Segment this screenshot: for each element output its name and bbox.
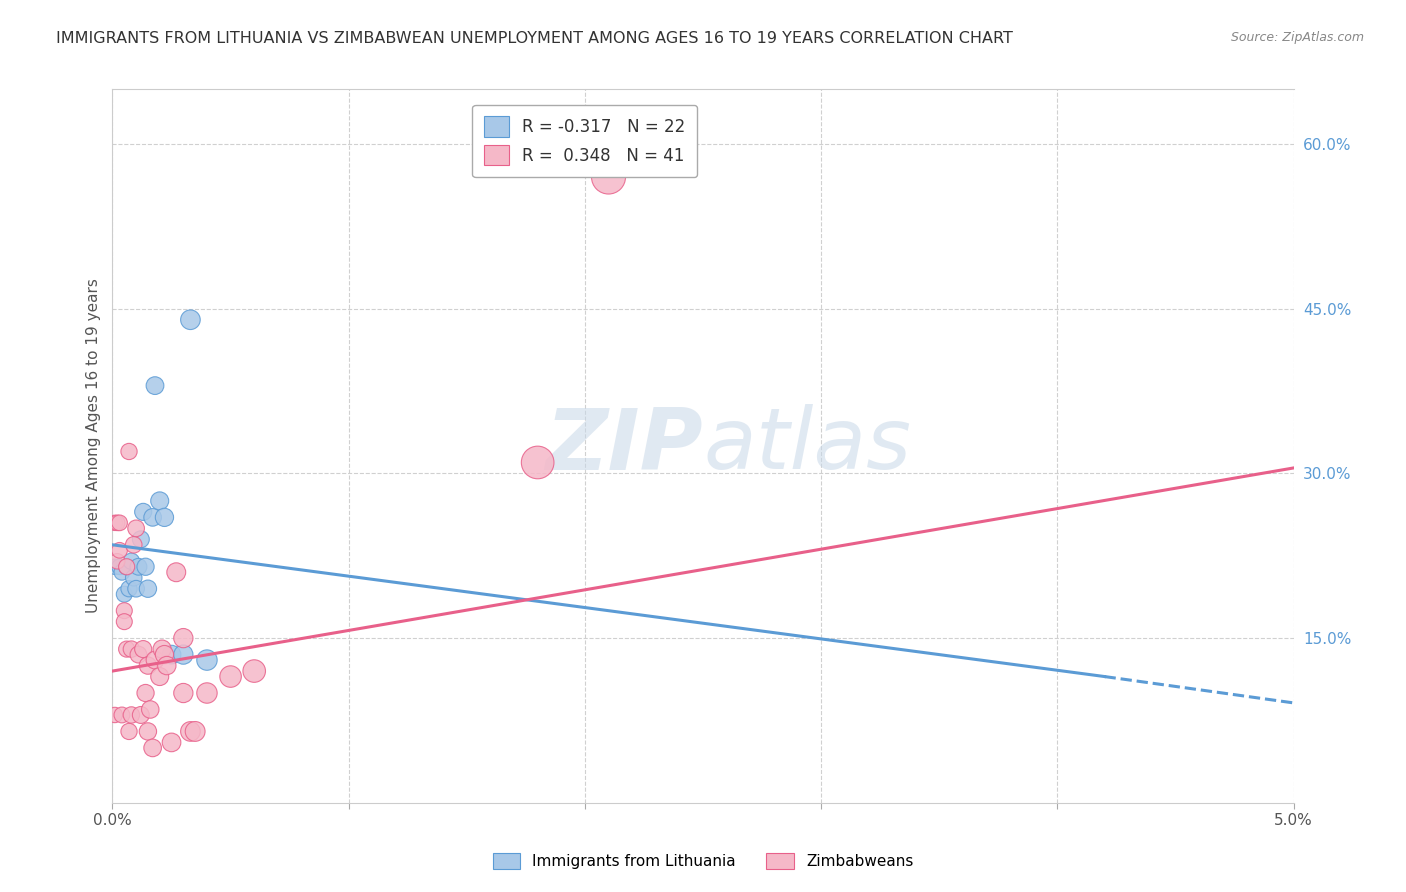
- Point: [104, 559, 127, 574]
- Point: [143, 653, 166, 667]
- Point: [118, 724, 141, 739]
- Point: [104, 516, 127, 530]
- Point: [104, 708, 127, 723]
- Point: [136, 724, 159, 739]
- Point: [115, 559, 138, 574]
- Text: ZIP: ZIP: [546, 404, 703, 488]
- Point: [243, 664, 266, 678]
- Point: [135, 559, 157, 574]
- Legend: R = -0.317   N = 22, R =  0.348   N = 41: R = -0.317 N = 22, R = 0.348 N = 41: [472, 104, 697, 177]
- Point: [219, 669, 242, 683]
- Point: [129, 708, 152, 723]
- Point: [142, 510, 165, 524]
- Point: [135, 686, 157, 700]
- Point: [122, 571, 145, 585]
- Point: [105, 554, 128, 568]
- Point: [153, 510, 176, 524]
- Point: [127, 559, 149, 574]
- Point: [136, 658, 159, 673]
- Point: [172, 631, 194, 645]
- Point: [122, 538, 145, 552]
- Point: [179, 724, 201, 739]
- Point: [108, 543, 131, 558]
- Point: [129, 533, 152, 547]
- Point: [139, 702, 162, 716]
- Point: [150, 642, 173, 657]
- Point: [195, 653, 218, 667]
- Point: [115, 559, 138, 574]
- Point: [118, 582, 141, 596]
- Point: [184, 724, 207, 739]
- Point: [115, 642, 138, 657]
- Point: [142, 740, 165, 755]
- Point: [125, 582, 148, 596]
- Point: [526, 455, 548, 469]
- Point: [120, 642, 142, 657]
- Point: [165, 566, 187, 580]
- Point: [127, 648, 149, 662]
- Text: atlas: atlas: [703, 404, 911, 488]
- Point: [156, 658, 179, 673]
- Y-axis label: Unemployment Among Ages 16 to 19 years: Unemployment Among Ages 16 to 19 years: [86, 278, 101, 614]
- Point: [120, 708, 142, 723]
- Point: [143, 378, 166, 392]
- Point: [108, 516, 131, 530]
- Point: [111, 566, 134, 580]
- Point: [179, 312, 201, 326]
- Point: [108, 559, 131, 574]
- Point: [153, 648, 176, 662]
- Point: [118, 444, 141, 458]
- Point: [112, 615, 135, 629]
- Text: Source: ZipAtlas.com: Source: ZipAtlas.com: [1230, 31, 1364, 45]
- Point: [112, 587, 135, 601]
- Point: [160, 735, 183, 749]
- Point: [105, 516, 128, 530]
- Point: [112, 604, 135, 618]
- Legend: Immigrants from Lithuania, Zimbabweans: Immigrants from Lithuania, Zimbabweans: [486, 847, 920, 875]
- Point: [195, 686, 218, 700]
- Point: [160, 648, 183, 662]
- Text: IMMIGRANTS FROM LITHUANIA VS ZIMBABWEAN UNEMPLOYMENT AMONG AGES 16 TO 19 YEARS C: IMMIGRANTS FROM LITHUANIA VS ZIMBABWEAN …: [56, 31, 1014, 46]
- Point: [149, 669, 172, 683]
- Point: [136, 582, 159, 596]
- Point: [149, 494, 172, 508]
- Point: [120, 554, 142, 568]
- Point: [132, 505, 155, 519]
- Point: [172, 686, 194, 700]
- Point: [132, 642, 155, 657]
- Point: [125, 521, 148, 535]
- Point: [598, 169, 620, 184]
- Point: [172, 648, 194, 662]
- Point: [111, 708, 134, 723]
